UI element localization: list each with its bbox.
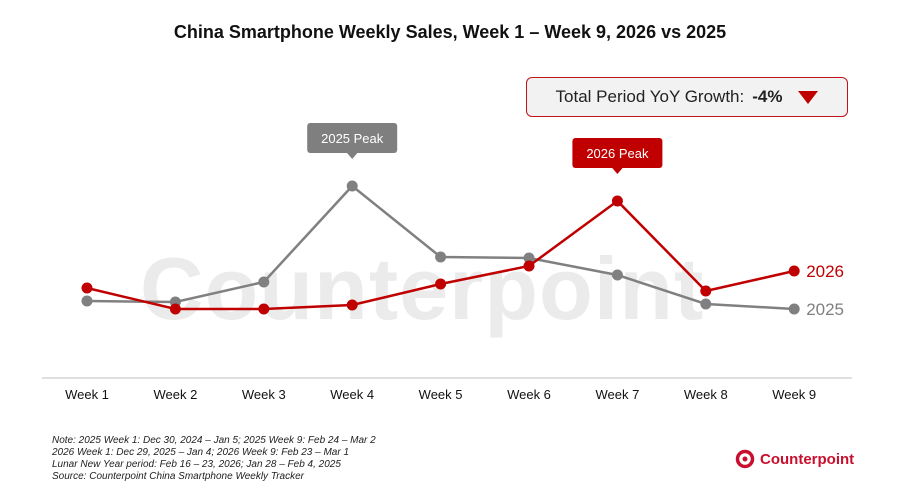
series-label-2026: 2026 [806,262,844,281]
data-point-2025 [788,303,800,315]
data-point-2025 [81,295,93,307]
series-label-2025: 2025 [806,300,844,319]
data-point-2025 [258,276,270,288]
x-tick-label: Week 2 [153,387,197,402]
data-point-2025 [611,269,623,281]
yoy-label: Total Period YoY Growth: [555,87,745,106]
x-tick-label: Week 3 [242,387,286,402]
data-point-2026 [523,260,535,272]
note-line: Source: Counterpoint China Smartphone We… [52,471,304,482]
down-triangle-icon [798,90,819,104]
x-tick-label: Week 4 [330,387,374,402]
note-line: Note: 2025 Week 1: Dec 30, 2024 – Jan 5;… [52,435,376,446]
data-point-2025 [346,180,358,192]
data-point-2026 [788,265,800,277]
logo-icon [735,449,755,469]
yoy-value: -4% [752,87,783,106]
peak-callout [572,138,663,168]
chart-title: China Smartphone Weekly Sales, Week 1 – … [173,22,727,42]
peak-callout-pointer [611,167,624,174]
series-line-2025 [86,184,795,311]
peak-callout [307,123,398,153]
notes: Note: 2025 Week 1: Dec 30, 2024 – Jan 5;… [52,435,376,483]
data-point-2025 [435,251,447,263]
data-point-2025 [523,252,535,264]
peak-callout-label: 2026 Peak [586,146,649,161]
data-point-2026 [700,285,712,297]
peak-callout-pointer [346,152,359,159]
data-point-2026 [346,299,358,311]
x-tick-label: Week 8 [684,387,728,402]
data-point-2026 [258,303,270,315]
x-tick-label: Week 6 [507,387,551,402]
peak-callout-label: 2025 Peak [321,131,384,146]
note-line: 2026 Week 1: Dec 29, 2025 – Jan 4; 2026 … [52,447,350,458]
yoy-growth-box: Total Period YoY Growth: -4% [526,77,848,117]
data-point-2025 [700,298,712,310]
x-tick-label: Week 9 [772,387,816,402]
data-point-2026 [611,195,623,207]
counterpoint-logo: Counterpoint [735,449,854,469]
x-tick-label: Week 7 [595,387,639,402]
x-tick-label: Week 1 [65,387,109,402]
data-point-2026 [81,282,93,294]
data-point-2026 [169,303,181,315]
note-line: Lunar New Year period: Feb 16 – 23, 2026… [52,459,341,470]
x-tick-label: Week 5 [419,387,463,402]
data-point-2026 [435,278,447,290]
